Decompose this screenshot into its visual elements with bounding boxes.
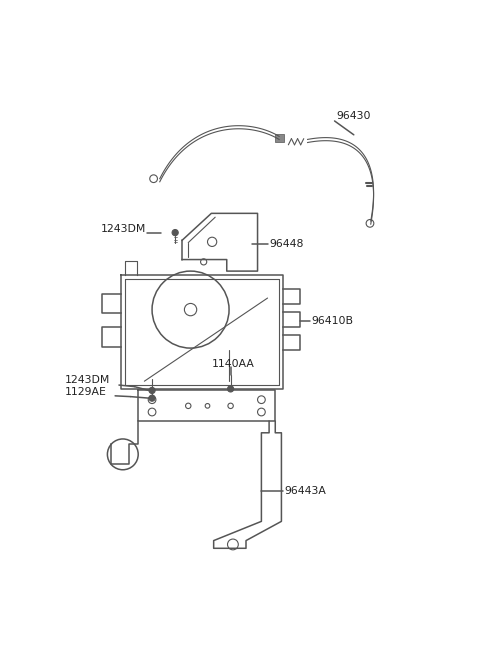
Circle shape (149, 387, 155, 394)
Circle shape (228, 386, 234, 392)
Polygon shape (275, 134, 284, 141)
Text: 1129AE: 1129AE (65, 387, 107, 397)
Text: 96443A: 96443A (285, 485, 326, 496)
Text: 1140AA: 1140AA (211, 360, 254, 369)
Circle shape (149, 395, 155, 402)
Text: 1243DM: 1243DM (65, 375, 110, 385)
Text: 96430: 96430 (337, 111, 372, 121)
Circle shape (172, 229, 178, 236)
Text: 1243DM: 1243DM (101, 224, 146, 234)
Text: 96410B: 96410B (312, 316, 353, 326)
Text: 96448: 96448 (269, 239, 303, 249)
